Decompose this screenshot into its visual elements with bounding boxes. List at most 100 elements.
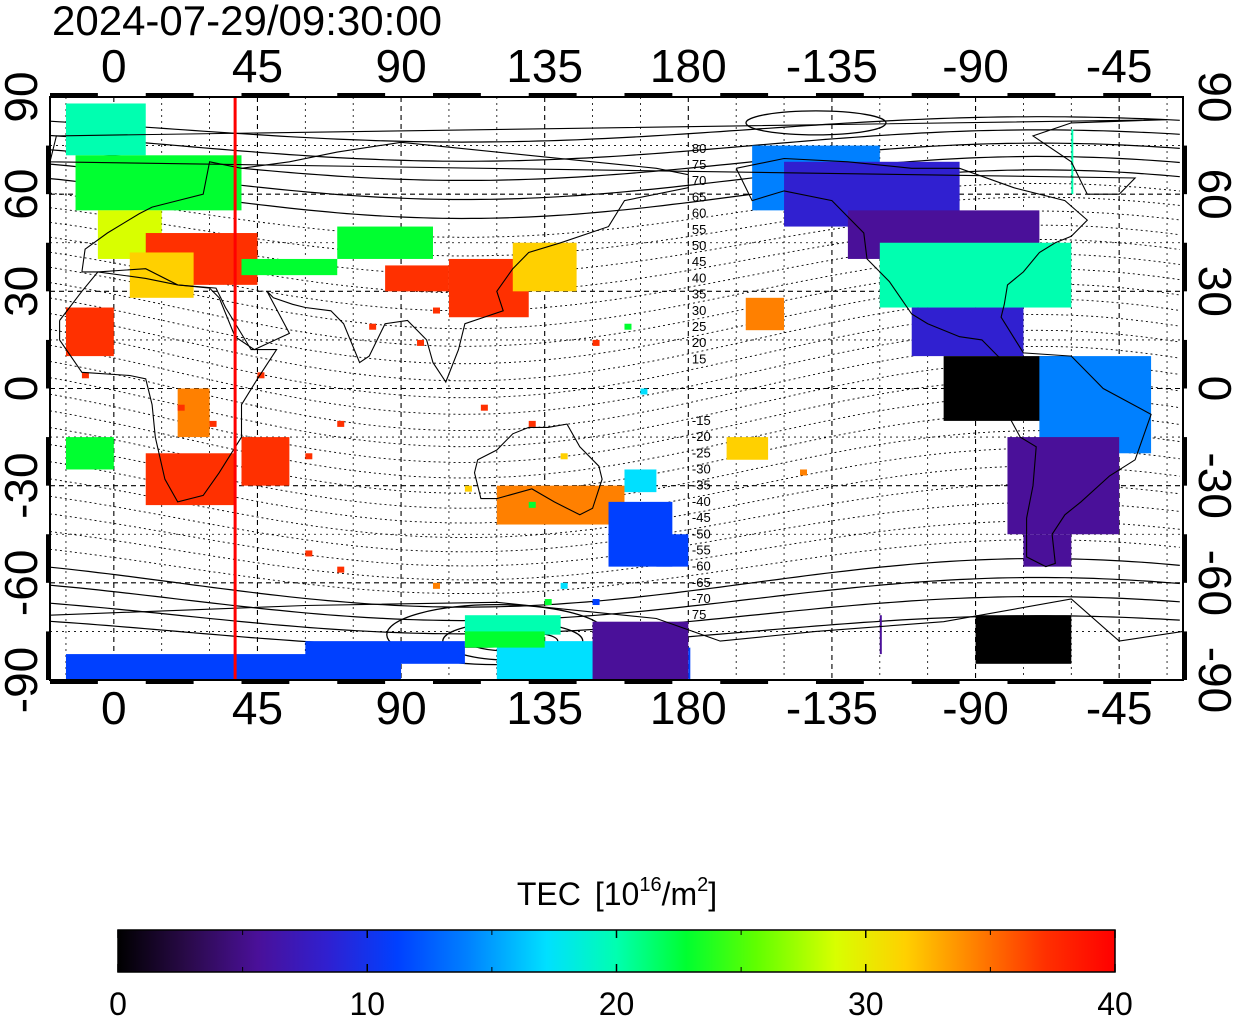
axis-bar-bottom	[145, 679, 194, 684]
axis-bar-top	[241, 93, 290, 98]
contour-label: -40	[692, 494, 711, 509]
axis-bar-top	[720, 93, 769, 98]
axis-bar-bottom	[432, 679, 481, 684]
tec-station-pixel	[81, 372, 89, 379]
tec-station-pixel	[209, 420, 217, 427]
colorbar-ticks: 0 10 20 30 40	[109, 930, 1133, 1021]
contour-label: 70	[692, 173, 706, 188]
coastline	[50, 119, 1168, 195]
axis-bar-bottom	[815, 679, 864, 684]
contour-line	[50, 539, 1180, 594]
colorbar-tick-label: 30	[848, 986, 884, 1021]
coastline	[59, 268, 278, 503]
contour-line	[50, 183, 1180, 238]
lon-tick-label-bottom: 0	[101, 682, 127, 734]
axis-bar-left	[46, 339, 51, 389]
tec-patch	[241, 258, 338, 276]
lat-tick-label-right: 30	[1189, 266, 1235, 317]
axis-bar-right	[1182, 631, 1187, 680]
contour-line	[50, 520, 1180, 581]
tec-patch	[911, 307, 1024, 357]
tec-station-pixel	[592, 599, 600, 606]
contour-label: -20	[692, 429, 711, 444]
lon-tick-label-top: 90	[375, 40, 426, 92]
lon-tick-label-top: 0	[101, 40, 127, 92]
tec-station-pixel	[800, 469, 808, 476]
lon-tick-label-bottom: -90	[942, 682, 1008, 734]
tec-station-pixel	[177, 404, 185, 411]
axis-bar-left	[46, 534, 51, 583]
lat-tick-label-left: 90	[0, 71, 47, 122]
map-panel: 8075706560555045403530252015-15-20-25-30…	[46, 93, 1187, 684]
lat-tick-label-left: -30	[0, 452, 47, 518]
tec-patch	[337, 226, 433, 259]
contour-label: -55	[692, 542, 711, 557]
lat-tick-label-left: -60	[0, 550, 47, 616]
colorbar-tick-label: 40	[1097, 986, 1133, 1021]
longitude-ticks-top: 0 45 90 135 180 -135 -90 -45	[101, 40, 1152, 92]
tec-station-pixel	[337, 420, 345, 427]
colorbar-tick-label: 0	[109, 986, 127, 1021]
axis-bar-left	[46, 631, 51, 680]
lat-tick-label-left: 60	[0, 169, 47, 220]
tec-station-pixel	[528, 420, 536, 427]
tec-patch	[464, 631, 545, 648]
lat-tick-label-right: 0	[1189, 376, 1235, 402]
colorbar-unit-sup: 16	[639, 874, 661, 896]
tec-patch	[745, 297, 785, 331]
axis-bar-left	[46, 437, 51, 486]
contour-label: -35	[692, 478, 711, 493]
axis-bar-bottom	[911, 679, 960, 684]
tec-station-pixel	[369, 323, 377, 330]
contour-label: -25	[692, 445, 711, 460]
contour-label: 20	[692, 335, 706, 350]
contour-line	[50, 395, 1180, 479]
lat-tick-label-right: -60	[1189, 550, 1235, 616]
tec-patch	[145, 453, 236, 506]
tec-patch	[1071, 129, 1074, 195]
tec-patch	[65, 437, 114, 470]
axis-bar-bottom	[624, 679, 673, 684]
lon-tick-label-top: -135	[786, 40, 878, 92]
coastlines	[50, 119, 1183, 642]
tec-station-pixel	[305, 453, 313, 460]
tec-patch	[305, 641, 465, 664]
tec-patch	[879, 242, 1072, 308]
latitude-ticks-right: 90 60 30 0 -30 -60 -90	[1189, 71, 1235, 713]
axis-bar-top	[50, 93, 98, 98]
contour-label: 60	[692, 206, 706, 221]
tec-station-pixel	[257, 372, 265, 379]
axis-bar-top	[624, 93, 673, 98]
tec-patch	[1023, 534, 1072, 567]
contour-label: 30	[692, 303, 706, 318]
contour-label: 50	[692, 238, 706, 253]
contour-label: 15	[692, 351, 706, 366]
coastline	[473, 423, 603, 516]
lon-tick-label-bottom: 135	[506, 682, 583, 734]
axis-bar-top	[337, 93, 386, 98]
colorbar-quantity: TEC	[517, 876, 581, 912]
tec-patch	[975, 615, 1072, 664]
tec-station-pixel	[640, 388, 648, 395]
tec-station-pixel	[544, 599, 552, 606]
tec-data-patches	[65, 103, 1152, 680]
lon-tick-label-bottom: 90	[375, 682, 426, 734]
axis-bar-top	[432, 93, 481, 98]
contour-labels: 8075706560555045403530252015-15-20-25-30…	[692, 141, 711, 622]
axis-bar-right	[1182, 242, 1187, 292]
contour-label: 80	[692, 141, 706, 156]
tec-patch	[1007, 437, 1120, 535]
tec-patch	[129, 252, 194, 298]
coastline	[50, 598, 1183, 642]
axis-bar-bottom	[337, 679, 386, 684]
lon-tick-label-bottom: 180	[650, 682, 727, 734]
axis-bar-right	[1182, 534, 1187, 583]
tec-patch	[464, 615, 561, 635]
lon-tick-label-top: 180	[650, 40, 727, 92]
contour-label: 40	[692, 270, 706, 285]
axis-bar-bottom	[528, 679, 577, 684]
lat-tick-label-right: 60	[1189, 169, 1235, 220]
contour-line	[50, 283, 1180, 365]
contour-label: -70	[692, 591, 711, 606]
